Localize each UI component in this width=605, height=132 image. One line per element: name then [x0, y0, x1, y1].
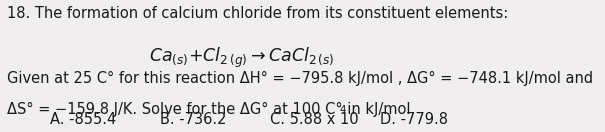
- Text: $\it{Ca}_{(s)}$$ + \it{Cl}_{2\,(g)}$$ \rightarrow \it{CaCl}_{2\,(s)}$: $\it{Ca}_{(s)}$$ + \it{Cl}_{2\,(g)}$$ \r…: [149, 46, 335, 70]
- Text: 4: 4: [339, 105, 346, 115]
- Text: 18. The formation of calcium chloride from its constituent elements:: 18. The formation of calcium chloride fr…: [7, 6, 508, 21]
- Text: ΔS° = −159.8 J/K. Solve for the ΔG° at 100 C° in kJ/mol: ΔS° = −159.8 J/K. Solve for the ΔG° at 1…: [7, 102, 410, 117]
- Text: C. 5.88 x 10: C. 5.88 x 10: [270, 112, 359, 127]
- Text: B. -736.2: B. -736.2: [160, 112, 227, 127]
- Text: D. -779.8: D. -779.8: [381, 112, 448, 127]
- Text: Given at 25 C° for this reaction ΔH° = −795.8 kJ/mol , ΔG° = −748.1 kJ/mol and: Given at 25 C° for this reaction ΔH° = −…: [7, 71, 593, 86]
- Text: A. -855.4: A. -855.4: [50, 112, 116, 127]
